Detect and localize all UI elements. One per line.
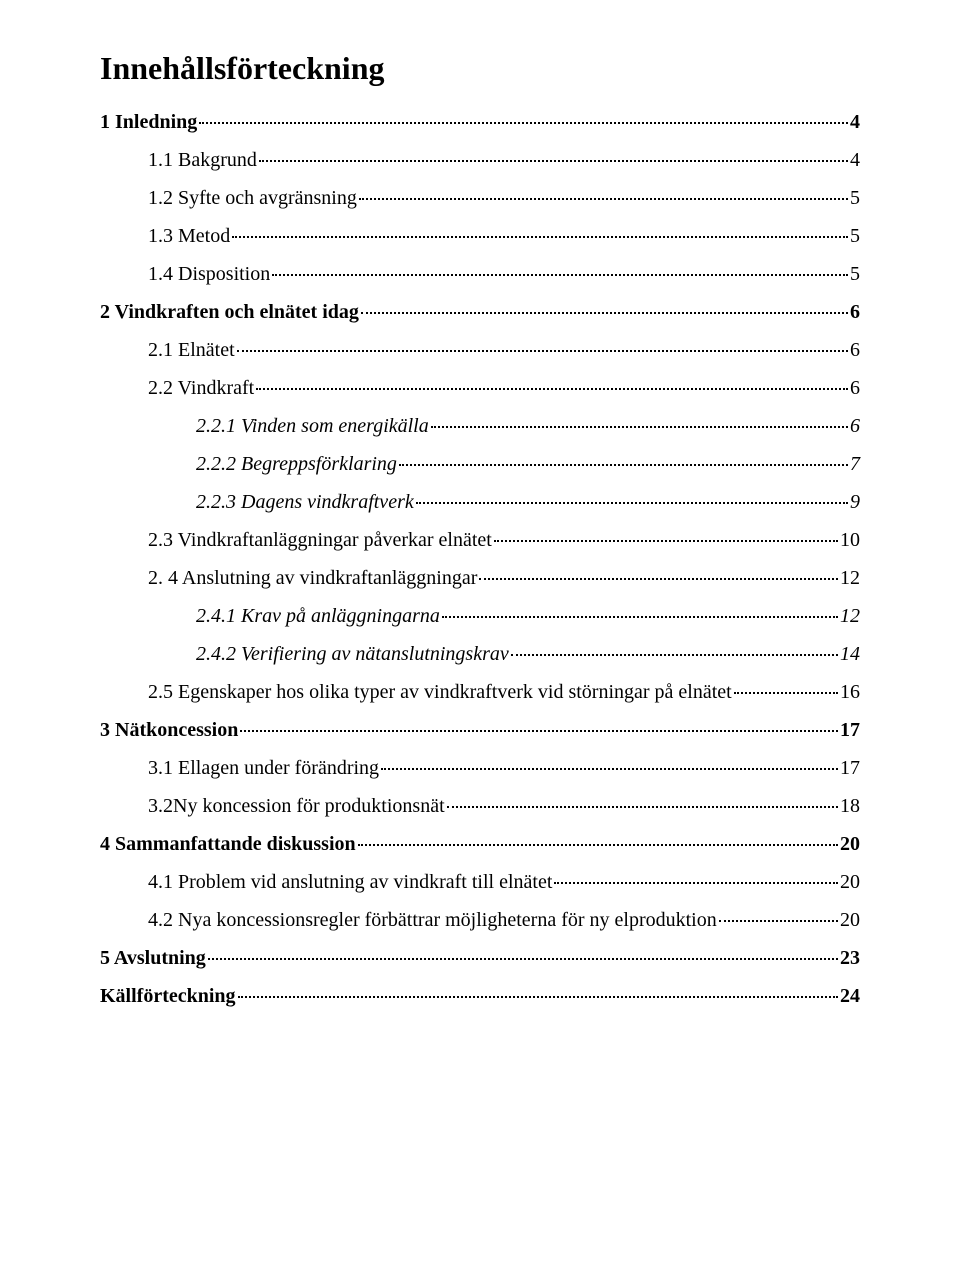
toc-label: 3.1 Ellagen under förändring xyxy=(148,757,379,780)
toc-entry: 3.2Ny koncession för produktionsnät 18 xyxy=(148,795,860,818)
toc-label: 1.2 Syfte och avgränsning xyxy=(148,187,357,210)
toc-label: 2.2.1 Vinden som energikälla xyxy=(196,415,429,438)
toc-entry: 2. 4 Anslutning av vindkraftanläggningar… xyxy=(148,567,860,590)
toc-label: 2. 4 Anslutning av vindkraftanläggningar xyxy=(148,567,477,590)
toc-label: 3.2Ny koncession för produktionsnät xyxy=(148,795,445,818)
toc-entry: 4.1 Problem vid anslutning av vindkraft … xyxy=(148,871,860,894)
toc-page-number: 24 xyxy=(840,985,860,1008)
toc-leader xyxy=(238,996,838,998)
toc-leader xyxy=(237,350,848,352)
toc-entry: 2.1 Elnätet 6 xyxy=(148,339,860,362)
toc-entry: 2.3 Vindkraftanläggningar påverkar elnät… xyxy=(148,529,860,552)
toc-page-number: 12 xyxy=(840,605,860,628)
toc-page-number: 5 xyxy=(850,225,860,248)
toc-label: 2 Vindkraften och elnätet idag xyxy=(100,301,359,324)
toc-entry: 2.2.3 Dagens vindkraftverk 9 xyxy=(196,491,860,514)
toc-page-number: 17 xyxy=(840,757,860,780)
toc-leader xyxy=(431,426,848,428)
toc-entry: 2.2.2 Begreppsförklaring 7 xyxy=(196,453,860,476)
toc-page-number: 20 xyxy=(840,833,860,856)
toc-entry: 2.2 Vindkraft 6 xyxy=(148,377,860,400)
toc-page-number: 12 xyxy=(840,567,860,590)
toc-leader xyxy=(259,160,848,162)
toc-page-number: 18 xyxy=(840,795,860,818)
toc-label: 1.4 Disposition xyxy=(148,263,270,286)
toc-leader xyxy=(256,388,848,390)
toc-entry: 5 Avslutning 23 xyxy=(100,947,860,970)
toc-leader xyxy=(734,692,838,694)
toc-page-number: 5 xyxy=(850,187,860,210)
toc-leader xyxy=(208,958,838,960)
toc-leader xyxy=(479,578,838,580)
toc-leader xyxy=(511,654,838,656)
toc-label: 2.4.1 Krav på anläggningarna xyxy=(196,605,440,628)
toc-label: 2.2 Vindkraft xyxy=(148,377,254,400)
toc-leader xyxy=(361,312,848,314)
toc-leader xyxy=(358,844,838,846)
toc-label: 1.3 Metod xyxy=(148,225,230,248)
page-title: Innehållsförteckning xyxy=(100,50,860,87)
toc-entry: 2 Vindkraften och elnätet idag 6 xyxy=(100,301,860,324)
toc-page-number: 4 xyxy=(850,111,860,134)
toc-leader xyxy=(199,122,848,124)
toc-leader xyxy=(719,920,838,922)
toc-entry: 1.4 Disposition 5 xyxy=(148,263,860,286)
toc-label: 2.4.2 Verifiering av nätanslutningskrav xyxy=(196,643,509,666)
toc-entry: 3 Nätkoncession 17 xyxy=(100,719,860,742)
toc-entry: 1 Inledning 4 xyxy=(100,111,860,134)
toc-page-number: 16 xyxy=(840,681,860,704)
toc-label: 1 Inledning xyxy=(100,111,197,134)
table-of-contents: 1 Inledning 4 1.1 Bakgrund 4 1.2 Syfte och a… xyxy=(100,111,860,1008)
toc-label: 4.2 Nya koncessionsregler förbättrar möj… xyxy=(148,909,717,932)
toc-entry: 3.1 Ellagen under förändring 17 xyxy=(148,757,860,780)
toc-page-number: 6 xyxy=(850,377,860,400)
toc-label: 3 Nätkoncession xyxy=(100,719,238,742)
toc-page-number: 20 xyxy=(840,909,860,932)
toc-label: 2.1 Elnätet xyxy=(148,339,235,362)
toc-page-number: 9 xyxy=(850,491,860,514)
toc-label: 4.1 Problem vid anslutning av vindkraft … xyxy=(148,871,552,894)
toc-leader xyxy=(359,198,848,200)
toc-leader xyxy=(399,464,848,466)
toc-label: 5 Avslutning xyxy=(100,947,206,970)
toc-label: 2.5 Egenskaper hos olika typer av vindkr… xyxy=(148,681,732,704)
toc-page-number: 6 xyxy=(850,415,860,438)
toc-leader xyxy=(240,730,838,732)
toc-entry: 1.3 Metod 5 xyxy=(148,225,860,248)
toc-entry: 2.2.1 Vinden som energikälla 6 xyxy=(196,415,860,438)
toc-leader xyxy=(272,274,848,276)
toc-page-number: 5 xyxy=(850,263,860,286)
toc-entry: 2.4.1 Krav på anläggningarna 12 xyxy=(196,605,860,628)
toc-leader xyxy=(447,806,838,808)
toc-page-number: 10 xyxy=(840,529,860,552)
toc-label: 4 Sammanfattande diskussion xyxy=(100,833,356,856)
toc-page-number: 14 xyxy=(840,643,860,666)
toc-entry: 1.2 Syfte och avgränsning 5 xyxy=(148,187,860,210)
toc-entry: 2.4.2 Verifiering av nätanslutningskrav 1… xyxy=(196,643,860,666)
toc-leader xyxy=(442,616,838,618)
toc-entry: 4.2 Nya koncessionsregler förbättrar möj… xyxy=(148,909,860,932)
toc-label: 2.3 Vindkraftanläggningar påverkar elnät… xyxy=(148,529,492,552)
toc-page-number: 6 xyxy=(850,339,860,362)
toc-leader xyxy=(494,540,838,542)
toc-leader xyxy=(416,502,848,504)
toc-entry: 2.5 Egenskaper hos olika typer av vindkr… xyxy=(148,681,860,704)
toc-label: Källförteckning xyxy=(100,985,236,1008)
toc-page-number: 17 xyxy=(840,719,860,742)
toc-entry: 1.1 Bakgrund 4 xyxy=(148,149,860,172)
toc-leader xyxy=(554,882,838,884)
toc-leader xyxy=(232,236,848,238)
toc-entry: 4 Sammanfattande diskussion 20 xyxy=(100,833,860,856)
toc-page-number: 4 xyxy=(850,149,860,172)
toc-page-number: 20 xyxy=(840,871,860,894)
toc-page-number: 7 xyxy=(850,453,860,476)
toc-page-number: 6 xyxy=(850,301,860,324)
toc-label: 1.1 Bakgrund xyxy=(148,149,257,172)
toc-entry: Källförteckning 24 xyxy=(100,985,860,1008)
toc-page-number: 23 xyxy=(840,947,860,970)
toc-label: 2.2.2 Begreppsförklaring xyxy=(196,453,397,476)
toc-label: 2.2.3 Dagens vindkraftverk xyxy=(196,491,414,514)
toc-leader xyxy=(381,768,838,770)
